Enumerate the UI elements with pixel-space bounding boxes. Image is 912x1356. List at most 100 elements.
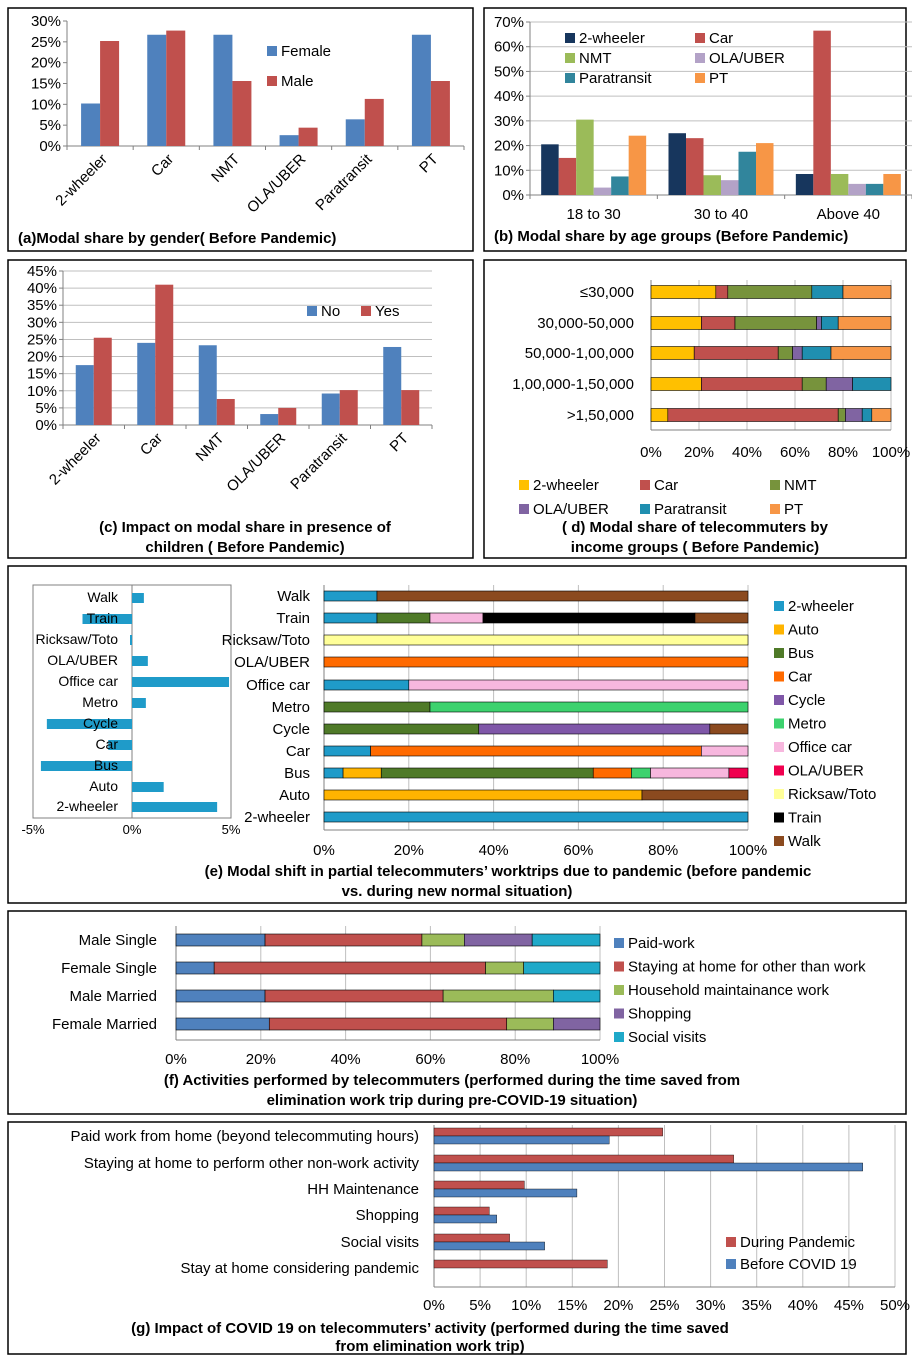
y-tick-label: Car <box>286 743 310 760</box>
x-tick-label: PT <box>387 430 413 456</box>
bar-e-train <box>482 612 696 624</box>
bar-a-male <box>232 81 252 146</box>
legend-swatch <box>774 695 784 705</box>
y-tick-label: OLA/UBER <box>234 654 310 671</box>
bar-d-nmt <box>777 346 793 360</box>
x-tick-label: 60% <box>415 1051 445 1068</box>
legend-label: Yes <box>375 303 399 320</box>
y-tick-label: 0% <box>35 417 57 434</box>
bar-f-staying-at-home-for-other-than-work <box>268 1017 508 1031</box>
bar-a-male <box>364 98 384 146</box>
bar-e-left <box>130 635 132 645</box>
legend-swatch <box>614 985 624 995</box>
legend-label: Social visits <box>628 1029 706 1046</box>
bar-g-before-covid-19 <box>433 1135 610 1145</box>
x-tick-label: 25% <box>649 1297 679 1314</box>
bar-e-2-wheeler <box>323 767 344 779</box>
y-tick-label: 70% <box>494 14 524 31</box>
y-tick-label: Cycle <box>83 715 118 731</box>
bar-g-during-pandemic <box>433 1233 510 1243</box>
x-tick-label: 0% <box>123 822 142 837</box>
panel-c-frame <box>7 259 474 559</box>
x-tick-label: 18 to 30 <box>567 206 621 223</box>
bar-g-during-pandemic <box>433 1127 663 1137</box>
x-tick-label: 0% <box>423 1297 445 1314</box>
bar-e-2-wheeler <box>323 612 378 624</box>
bar-d-2-wheeler <box>650 408 669 422</box>
legend-swatch <box>774 601 784 611</box>
y-tick-label: 40% <box>27 280 57 297</box>
x-tick-label: 0% <box>313 842 335 859</box>
chart-caption: (f) Activities performed by telecommuter… <box>164 1072 740 1089</box>
bar-c-yes <box>401 390 420 425</box>
bar-a-male <box>166 30 186 146</box>
legend-label: Paratransit <box>654 501 727 518</box>
legend-swatch <box>726 1237 736 1247</box>
y-tick-label: Train <box>87 610 118 626</box>
bar-e-left <box>132 656 148 666</box>
bar-e-2-wheeler <box>323 679 410 691</box>
y-tick-label: 50,000-1,00,000 <box>525 345 634 362</box>
bar-b-paratransit <box>865 183 884 195</box>
bar-b-nmt <box>703 175 721 195</box>
y-tick-label: 5% <box>39 117 61 134</box>
bar-c-yes <box>155 284 174 425</box>
bar-f-household-maintainance-work <box>485 961 524 975</box>
x-tick-label: 5% <box>469 1297 491 1314</box>
y-tick-label: 0% <box>39 138 61 155</box>
bar-g-before-covid-19 <box>433 1162 863 1172</box>
panel-f-frame <box>7 910 907 1115</box>
bar-b-paratransit <box>738 151 756 195</box>
bar-d-2-wheeler <box>650 377 702 391</box>
bar-f-staying-at-home-for-other-than-work <box>213 961 486 975</box>
bar-e-auto <box>342 767 382 779</box>
y-tick-label: Auto <box>89 778 118 794</box>
legend-swatch <box>267 46 277 56</box>
legend-label: 2-wheeler <box>579 30 645 47</box>
legend-label: OLA/UBER <box>533 501 609 518</box>
x-tick-label: 45% <box>834 1297 864 1314</box>
legend-swatch <box>774 836 784 846</box>
chart-caption: (b) Modal share by age groups (Before Pa… <box>494 228 848 245</box>
legend-swatch <box>774 812 784 823</box>
x-tick-label: OLA/UBER <box>223 430 289 496</box>
x-tick-label: 20% <box>246 1051 276 1068</box>
x-tick-label: Car <box>137 430 166 459</box>
legend-label: OLA/UBER <box>788 763 864 780</box>
x-tick-label: 20% <box>394 842 424 859</box>
bar-e-left <box>132 802 218 812</box>
y-tick-label: 10% <box>494 162 524 179</box>
y-tick-label: Male Married <box>69 988 157 1005</box>
bar-a-male <box>430 81 450 146</box>
x-tick-label: 80% <box>828 444 858 461</box>
x-tick-label: 60% <box>780 444 810 461</box>
bar-g-before-covid-19 <box>433 1214 497 1224</box>
bar-e-bus <box>380 767 594 779</box>
legend-label: Train <box>788 810 822 827</box>
legend-label: Cycle <box>788 692 826 709</box>
bar-e-left <box>108 740 132 750</box>
legend-swatch <box>519 504 529 514</box>
bar-d-paratransit <box>852 377 892 391</box>
panel-g-frame <box>7 1121 907 1355</box>
legend-label: Household maintainance work <box>628 982 829 999</box>
bar-e-left <box>132 698 146 708</box>
chart-caption: (e) Modal shift in partial telecommuters… <box>205 863 812 880</box>
bar-e-bus <box>323 723 480 735</box>
bar-b-car <box>558 157 577 195</box>
y-tick-label: Staying at home to perform other non-wor… <box>84 1155 420 1172</box>
bar-b-car <box>813 30 831 196</box>
x-tick-label: 5% <box>222 822 241 837</box>
bar-d-car <box>715 285 729 299</box>
bar-e-metro <box>631 767 651 779</box>
legend-label: Shopping <box>628 1006 691 1023</box>
legend-label: OLA/UBER <box>709 50 785 67</box>
chart-caption: children ( Before Pandemic) <box>145 539 344 556</box>
y-tick-label: Metro <box>272 699 310 716</box>
bar-b-pt <box>756 143 774 195</box>
chart-caption: vs. during new normal situation) <box>342 883 573 900</box>
legend-label: Female <box>281 43 331 60</box>
legend-label: Paratransit <box>579 70 652 87</box>
